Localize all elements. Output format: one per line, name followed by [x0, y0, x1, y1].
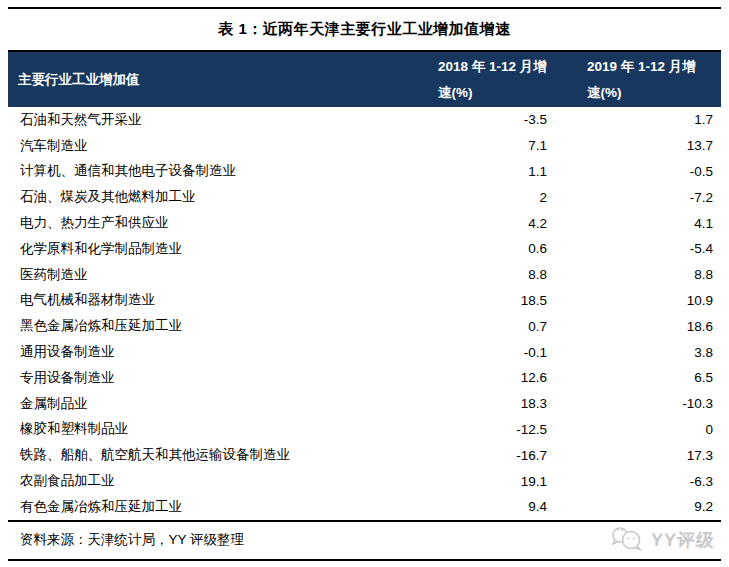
- value-2018-cell: 1.1: [420, 159, 569, 185]
- report-page: 表 1：近两年天津主要行业工业增加值增速 主要行业工业增加值 2018 年 1-…: [0, 0, 729, 567]
- footer: 资料来源：天津统计局，YY 评级整理 YY评级: [8, 522, 721, 561]
- value-2018-cell: -12.5: [420, 417, 569, 443]
- table-row: 通用设备制造业-0.13.8: [8, 339, 721, 365]
- table-row: 医药制造业8.88.8: [8, 262, 721, 288]
- value-2019-cell: 0: [569, 417, 721, 443]
- table-row: 电力、热力生产和供应业4.24.1: [8, 210, 721, 236]
- value-2019-cell: -10.3: [569, 391, 721, 417]
- value-2019-cell: -7.2: [569, 184, 721, 210]
- table-row: 石油和天然气开采业-3.51.7: [8, 107, 721, 133]
- table-row: 汽车制造业7.113.7: [8, 133, 721, 159]
- col-header-industry: 主要行业工业增加值: [8, 51, 420, 107]
- value-2019-cell: 3.8: [569, 339, 721, 365]
- industry-growth-table: 主要行业工业增加值 2018 年 1-12 月增 速(%) 2019 年 1-1…: [8, 50, 721, 522]
- value-2018-cell: -3.5: [420, 107, 569, 133]
- col-header-2019-line1: 2019 年 1-12 月增: [587, 54, 721, 80]
- value-2019-cell: 17.3: [569, 442, 721, 468]
- table-row: 铁路、船舶、航空航天和其他运输设备制造业-16.717.3: [8, 442, 721, 468]
- col-header-2018-line2: 速(%): [438, 80, 569, 106]
- col-header-2018: 2018 年 1-12 月增 速(%): [420, 51, 569, 107]
- table-row: 黑色金属冶炼和压延加工业0.718.6: [8, 313, 721, 339]
- industry-name-cell: 汽车制造业: [8, 133, 420, 159]
- industry-name-cell: 铁路、船舶、航空航天和其他运输设备制造业: [8, 442, 420, 468]
- industry-name-cell: 电气机械和器材制造业: [8, 288, 420, 314]
- brand-logo-text: YY评级: [650, 528, 716, 552]
- value-2019-cell: -0.5: [569, 159, 721, 185]
- industry-name-cell: 医药制造业: [8, 262, 420, 288]
- value-2019-cell: 8.8: [569, 262, 721, 288]
- col-header-2018-line1: 2018 年 1-12 月增: [438, 54, 569, 80]
- chat-bubbles-icon: [610, 526, 646, 554]
- brand-logo: YY评级: [610, 526, 721, 554]
- industry-name-cell: 农副食品加工业: [8, 468, 420, 494]
- value-2018-cell: 18.3: [420, 391, 569, 417]
- table-row: 专用设备制造业12.66.5: [8, 365, 721, 391]
- value-2019-cell: -6.3: [569, 468, 721, 494]
- col-header-2019-line2: 速(%): [587, 80, 721, 106]
- value-2018-cell: 2: [420, 184, 569, 210]
- value-2018-cell: 12.6: [420, 365, 569, 391]
- value-2019-cell: 18.6: [569, 313, 721, 339]
- value-2018-cell: 0.7: [420, 313, 569, 339]
- table-header-row: 主要行业工业增加值 2018 年 1-12 月增 速(%) 2019 年 1-1…: [8, 51, 721, 107]
- table-row: 电气机械和器材制造业18.510.9: [8, 288, 721, 314]
- value-2018-cell: 0.6: [420, 236, 569, 262]
- value-2019-cell: -5.4: [569, 236, 721, 262]
- industry-name-cell: 通用设备制造业: [8, 339, 420, 365]
- industry-name-cell: 电力、热力生产和供应业: [8, 210, 420, 236]
- industry-name-cell: 石油和天然气开采业: [8, 107, 420, 133]
- table-body: 石油和天然气开采业-3.51.7汽车制造业7.113.7计算机、通信和其他电子设…: [8, 107, 721, 521]
- table-row: 石油、煤炭及其他燃料加工业2-7.2: [8, 184, 721, 210]
- value-2018-cell: -0.1: [420, 339, 569, 365]
- value-2019-cell: 10.9: [569, 288, 721, 314]
- value-2019-cell: 13.7: [569, 133, 721, 159]
- industry-name-cell: 化学原料和化学制品制造业: [8, 236, 420, 262]
- col-header-2019: 2019 年 1-12 月增 速(%): [569, 51, 721, 107]
- industry-name-cell: 橡胶和塑料制品业: [8, 417, 420, 443]
- value-2018-cell: 19.1: [420, 468, 569, 494]
- industry-name-cell: 石油、煤炭及其他燃料加工业: [8, 184, 420, 210]
- value-2018-cell: 7.1: [420, 133, 569, 159]
- table-row: 农副食品加工业19.1-6.3: [8, 468, 721, 494]
- table-row: 金属制品业18.3-10.3: [8, 391, 721, 417]
- industry-name-cell: 专用设备制造业: [8, 365, 420, 391]
- value-2018-cell: 4.2: [420, 210, 569, 236]
- value-2018-cell: 9.4: [420, 494, 569, 521]
- value-2019-cell: 6.5: [569, 365, 721, 391]
- table-title: 表 1：近两年天津主要行业工业增加值增速: [0, 9, 729, 50]
- value-2019-cell: 4.1: [569, 210, 721, 236]
- value-2019-cell: 1.7: [569, 107, 721, 133]
- industry-name-cell: 计算机、通信和其他电子设备制造业: [8, 159, 420, 185]
- value-2018-cell: 18.5: [420, 288, 569, 314]
- industry-name-cell: 金属制品业: [8, 391, 420, 417]
- source-note: 资料来源：天津统计局，YY 评级整理: [8, 531, 244, 549]
- table-row: 计算机、通信和其他电子设备制造业1.1-0.5: [8, 159, 721, 185]
- value-2019-cell: 9.2: [569, 494, 721, 521]
- table-row: 橡胶和塑料制品业-12.50: [8, 417, 721, 443]
- value-2018-cell: -16.7: [420, 442, 569, 468]
- table-row: 有色金属冶炼和压延加工业9.49.2: [8, 494, 721, 521]
- industry-name-cell: 黑色金属冶炼和压延加工业: [8, 313, 420, 339]
- value-2018-cell: 8.8: [420, 262, 569, 288]
- table-row: 化学原料和化学制品制造业0.6-5.4: [8, 236, 721, 262]
- industry-name-cell: 有色金属冶炼和压延加工业: [8, 494, 420, 521]
